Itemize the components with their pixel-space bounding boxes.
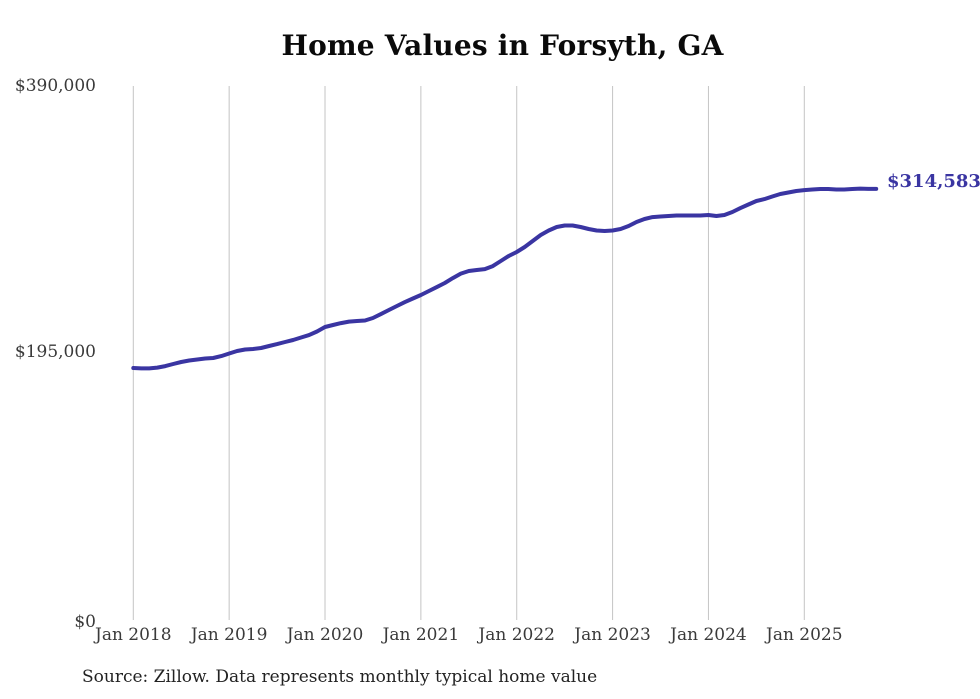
- x-tick-label-jan-2019: Jan 2019: [190, 625, 268, 645]
- x-tick-label-jan-2022: Jan 2022: [478, 625, 555, 645]
- x-tick-label-jan-2023: Jan 2023: [574, 625, 651, 645]
- x-tick-label-jan-2018: Jan 2018: [95, 625, 172, 645]
- x-tick-label-jan-2021: Jan 2021: [382, 625, 460, 645]
- x-tick-label-jan-2025: Jan 2025: [766, 625, 843, 645]
- x-tick-label-jan-2024: Jan 2024: [670, 625, 747, 645]
- x-tick-label-jan-2020: Jan 2020: [286, 625, 364, 645]
- home-value-line: [131, 186, 879, 371]
- y-tick-label-195000: $195,000: [14, 342, 96, 362]
- chart-title: Home Values in Forsyth, GA: [281, 29, 724, 62]
- source-note: Source: Zillow. Data represents monthly …: [82, 667, 598, 687]
- y-tick-label-0: $0: [74, 612, 96, 632]
- line-end-value-label: $314,583: [887, 171, 980, 192]
- y-tick-label-390000: $390,000: [14, 76, 96, 96]
